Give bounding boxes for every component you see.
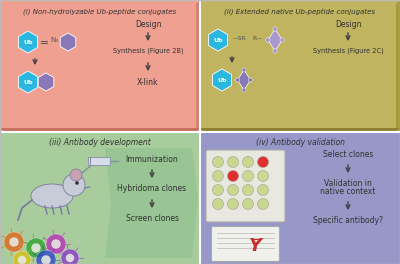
Circle shape (228, 171, 238, 182)
Circle shape (280, 38, 284, 42)
Polygon shape (208, 29, 228, 51)
Text: Validation in: Validation in (324, 179, 372, 188)
Circle shape (242, 185, 254, 196)
Circle shape (75, 181, 79, 185)
Circle shape (273, 49, 277, 53)
Text: Specific antibody?: Specific antibody? (313, 216, 383, 225)
Polygon shape (0, 0, 200, 132)
Text: (iv) Antibody validation: (iv) Antibody validation (256, 138, 344, 147)
Polygon shape (0, 132, 200, 264)
Polygon shape (212, 69, 232, 91)
Polygon shape (105, 148, 198, 258)
Circle shape (228, 157, 238, 167)
Polygon shape (38, 73, 54, 91)
Circle shape (51, 239, 61, 249)
Text: Synthesis (Figure 2B): Synthesis (Figure 2B) (113, 48, 183, 54)
Text: —SR: —SR (233, 35, 247, 40)
Circle shape (258, 171, 268, 182)
Text: Screen clones: Screen clones (126, 214, 178, 223)
Circle shape (9, 237, 19, 247)
Text: ═: ═ (41, 37, 47, 47)
Circle shape (63, 174, 85, 196)
Circle shape (242, 157, 254, 167)
Circle shape (66, 253, 74, 262)
Text: (i) Non-hydrolyzable Ub-peptide conjugates: (i) Non-hydrolyzable Ub-peptide conjugat… (24, 8, 176, 15)
Circle shape (228, 185, 238, 196)
Circle shape (26, 238, 46, 258)
Circle shape (46, 234, 66, 254)
Text: Hybridoma clones: Hybridoma clones (118, 184, 186, 193)
Text: Y: Y (249, 237, 262, 254)
FancyBboxPatch shape (88, 157, 110, 165)
Circle shape (212, 199, 224, 210)
Text: Select clones: Select clones (323, 150, 373, 159)
Circle shape (258, 157, 268, 167)
Circle shape (212, 157, 224, 167)
Text: Design: Design (135, 20, 161, 29)
Ellipse shape (31, 184, 73, 208)
Text: Ub: Ub (217, 78, 227, 82)
Text: Synthesis (Figure 2C): Synthesis (Figure 2C) (313, 48, 383, 54)
Circle shape (36, 250, 56, 264)
Text: Ub: Ub (213, 37, 223, 43)
Circle shape (61, 249, 79, 264)
Circle shape (266, 38, 270, 42)
Circle shape (248, 78, 252, 82)
Text: X-link: X-link (137, 78, 159, 87)
Polygon shape (200, 0, 400, 132)
Circle shape (70, 169, 82, 181)
Text: N₃: N₃ (50, 37, 58, 43)
Polygon shape (196, 0, 200, 132)
Polygon shape (200, 132, 400, 264)
Circle shape (258, 199, 268, 210)
Circle shape (18, 256, 26, 264)
Text: Ub: Ub (23, 79, 33, 84)
Circle shape (212, 185, 224, 196)
Circle shape (4, 232, 24, 252)
Polygon shape (238, 70, 250, 90)
Circle shape (273, 27, 277, 31)
Polygon shape (18, 31, 38, 53)
Polygon shape (60, 33, 76, 51)
Text: (iii) Antibody development: (iii) Antibody development (49, 138, 151, 147)
Circle shape (212, 171, 224, 182)
Text: R—: R— (252, 35, 262, 40)
Circle shape (228, 199, 238, 210)
Polygon shape (200, 128, 400, 132)
Text: (ii) Extended native Ub-peptide conjugates: (ii) Extended native Ub-peptide conjugat… (224, 8, 376, 15)
Circle shape (242, 199, 254, 210)
Polygon shape (396, 0, 400, 132)
Circle shape (242, 171, 254, 182)
Circle shape (242, 88, 246, 92)
Circle shape (242, 68, 246, 72)
Polygon shape (268, 29, 282, 51)
Circle shape (258, 185, 268, 196)
Circle shape (13, 251, 31, 264)
FancyBboxPatch shape (206, 150, 285, 222)
Text: native context: native context (320, 187, 376, 196)
Text: Ub: Ub (23, 40, 33, 45)
Text: Design: Design (335, 20, 361, 29)
Polygon shape (18, 71, 38, 93)
Circle shape (236, 78, 240, 82)
Polygon shape (0, 128, 200, 132)
Text: Immunization: Immunization (126, 155, 178, 164)
FancyBboxPatch shape (212, 227, 280, 262)
Circle shape (41, 255, 51, 264)
Circle shape (31, 243, 41, 253)
